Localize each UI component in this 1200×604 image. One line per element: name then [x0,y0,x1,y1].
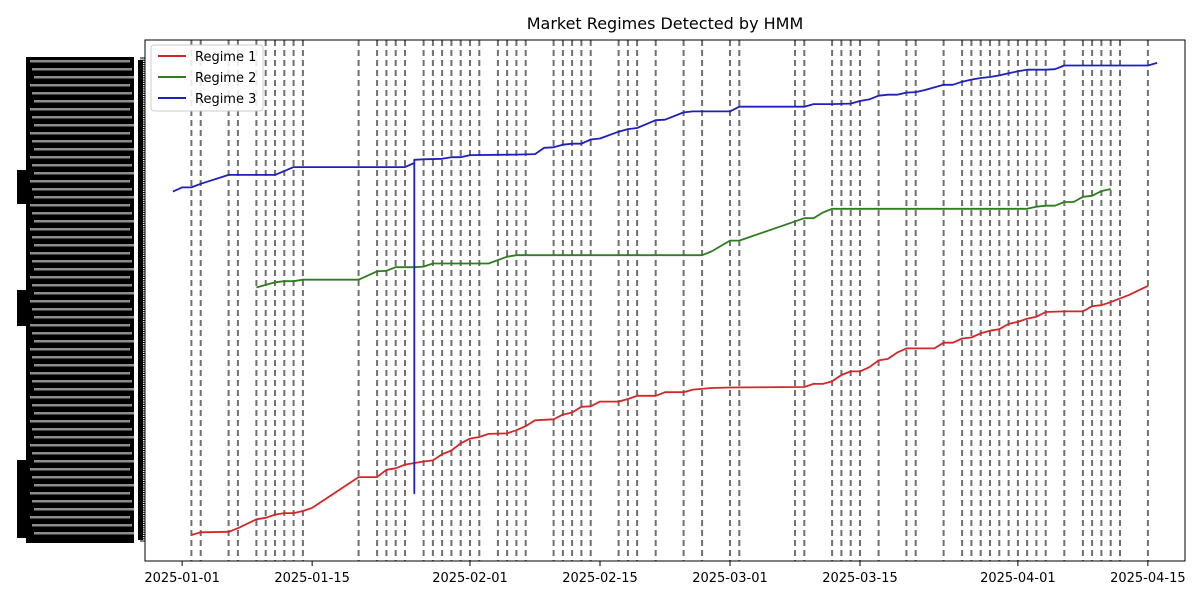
y-tick-label-gap [34,292,134,295]
legend-box [150,44,264,112]
y-tick-label-gap [30,300,130,303]
chart-title: Market Regimes Detected by HMM [527,14,804,33]
y-tick-label-gap [32,500,132,503]
x-tick-label: 2025-02-15 [562,571,638,586]
y-tick-label-gap [30,132,130,135]
x-tick-label: 2025-03-01 [692,571,768,586]
y-tick-label-gap [32,212,132,215]
y-tick-label-gap [32,116,132,119]
y-tick-label-gap [30,468,130,471]
y-tick-label-gap [34,388,134,391]
y-tick-label-gap [32,164,132,167]
y-tick-label-gap [32,332,132,335]
y-tick-label-gap [34,76,134,79]
y-tick-label-gap [30,228,130,231]
y-tick-label-gap [30,156,130,159]
y-axis-ticks [17,57,145,543]
y-tick-label-gap [32,308,132,311]
y-tick-label-gap [32,356,132,359]
y-tick-label-gap [34,124,134,127]
x-tick-label: 2025-01-15 [274,571,350,586]
y-tick-label-gap [34,244,134,247]
x-axis-ticks: 2025-01-01 2025-01-15 2025-02-01 2025-02-15… [144,561,1186,586]
plot-area [172,40,1158,561]
y-tick-label-gap [32,284,132,287]
y-tick-label-gap [32,524,132,527]
y-tick-label-gap [30,204,130,207]
y-tick-label-gap [34,100,134,103]
y-tick-label-gap [34,532,134,535]
y-tick-label-gap [34,460,134,463]
y-tick-label-edge [138,60,143,540]
y-tick-label-gap [34,508,134,511]
y-tick-label-gap [30,108,130,111]
y-tick-label-overflow [17,290,26,326]
y-tick-label-gap [32,476,132,479]
series-line-regime-3 [172,62,1158,495]
x-tick-label: 2025-02-01 [432,571,508,586]
series-line-regime-1 [191,285,1149,536]
y-tick-label-overflow [17,460,26,538]
y-tick-label-gap [32,380,132,383]
y-tick-label-gap [34,268,134,271]
y-tick-label-overflow [17,170,26,204]
y-tick-label-gap [34,340,134,343]
y-tick-label-gap [32,68,132,71]
y-tick-label-gap [30,84,130,87]
legend-label-regime-1: Regime 1 [195,50,256,65]
change-point-lines [190,40,1149,561]
y-tick-label-gap [34,412,134,415]
x-tick-label: 2025-03-15 [822,571,898,586]
legend-label-regime-2: Regime 2 [195,71,256,86]
y-tick-label-gap [30,252,130,255]
y-tick-label-gap [34,172,134,175]
y-tick-label-gap [30,60,130,63]
legend-label-regime-3: Regime 3 [195,92,256,107]
y-tick-label-gap [30,180,130,183]
y-tick-label-gap [34,364,134,367]
y-tick-label-gap [34,220,134,223]
y-tick-label-gap [34,148,134,151]
y-tick-label-gap [30,492,130,495]
y-tick-label-gap [32,452,132,455]
x-tick-label: 2025-01-01 [144,571,220,586]
y-tick-label-gap [30,444,130,447]
y-tick-label-gap [30,372,130,375]
y-tick-label-gap [30,324,130,327]
y-tick-label-gap [30,420,130,423]
y-tick-label-gap [32,188,132,191]
y-tick-label-gap [30,276,130,279]
legend: Regime 1 Regime 2 Regime 3 [150,44,264,112]
x-tick-label: 2025-04-01 [980,571,1056,586]
y-tick-label-gap [32,140,132,143]
y-tick-label-gap [32,236,132,239]
y-tick-label-gap [34,436,134,439]
y-tick-label-gap [32,404,132,407]
y-tick-label-gap [30,348,130,351]
series-lines [172,62,1158,536]
y-tick-label-gap [34,316,134,319]
y-tick-label-gap [32,428,132,431]
y-tick-label-gap [32,260,132,263]
y-tick-label-gap [30,516,130,519]
y-tick-label-gap [32,92,132,95]
y-tick-label-gap [34,484,134,487]
y-tick-label-gap [30,396,130,399]
y-tick-label-gap [34,196,134,199]
series-line-regime-2 [256,188,1111,289]
x-tick-label: 2025-04-15 [1110,571,1186,586]
